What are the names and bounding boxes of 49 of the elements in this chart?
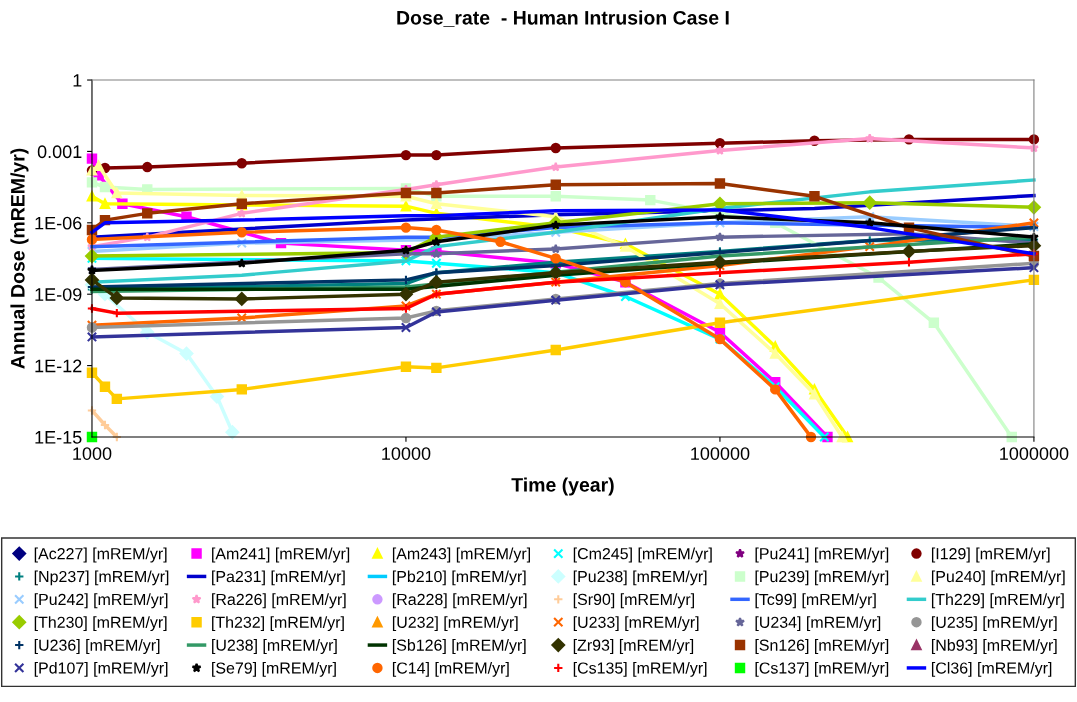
legend-label: [Pu239] [mREM/yr] [755, 570, 889, 586]
legend-label: [C14] [mREM/yr] [392, 661, 509, 677]
chart-title: Dose_rate - Human Intrusion Case I [397, 10, 729, 27]
legend-label: [U233] [mREM/yr] [573, 616, 699, 632]
x-tick-label: 1000000 [1000, 447, 1069, 460]
legend-label: [Zr93] [mREM/yr] [573, 639, 694, 654]
legend-label: [Tc99] [mREM/yr] [755, 593, 876, 609]
legend-label: [Sr90] [mREM/yr] [573, 593, 694, 609]
legend-label: [Cl36] [mREM/yr] [931, 661, 1052, 677]
y-tick-label: 1E-09 [35, 288, 82, 301]
legend-label: [Am243] [mREM/yr] [392, 547, 530, 563]
legend-label: [U236] [mREM/yr] [34, 639, 160, 654]
y-axis-title: Annual Dose (mREM/yr) [10, 148, 29, 369]
legend-label: [Pb210] [mREM/yr] [392, 570, 526, 586]
y-tick-label: 0.001 [37, 145, 82, 159]
legend-label: [Pa231] [mREM/yr] [212, 570, 345, 586]
y-tick-label: 1E-15 [35, 431, 82, 444]
y-tick-label: 1 [73, 74, 82, 87]
legend-label: [Th229] [mREM/yr] [931, 593, 1064, 609]
legend-label: [Th232] [mREM/yr] [212, 616, 344, 632]
legend-label: [I129] [mREM/yr] [931, 547, 1050, 563]
x-tick-label: 1000 [73, 447, 112, 460]
legend-label: [Se79] [mREM/yr] [212, 661, 336, 677]
x-tick-label: 10000 [382, 447, 431, 460]
legend-label: [Pu238] [mREM/yr] [573, 570, 707, 586]
legend-label: [U232] [mREM/yr] [392, 616, 518, 632]
legend-label: [Np237] [mREM/yr] [34, 570, 169, 586]
legend-label: [Ac227] [mREM/yr] [34, 547, 167, 563]
legend-label: [Ra226] [mREM/yr] [212, 593, 346, 609]
legend-label: [Cm245] [mREM/yr] [573, 547, 712, 563]
legend-label: [U235] [mREM/yr] [931, 616, 1057, 632]
y-tick-label: 1E-06 [35, 216, 82, 230]
x-tick-label: 100000 [691, 447, 750, 460]
legend-label: [Pd107] [mREM/yr] [34, 661, 168, 677]
legend-label: [Cs137] [mREM/yr] [755, 661, 889, 677]
legend-label: [Th230] [mREM/yr] [34, 616, 167, 632]
legend-label: [Nb93] [mREM/yr] [931, 639, 1057, 654]
y-tick-label: 1E-12 [35, 359, 82, 373]
legend-label: [U238] [mREM/yr] [212, 639, 337, 654]
legend-label: [Sn126] [mREM/yr] [755, 639, 889, 654]
legend-label: [Pu242] [mREM/yr] [34, 593, 168, 609]
legend-label: [Pu240] [mREM/yr] [931, 570, 1065, 586]
legend-label: [Am241] [mREM/yr] [212, 547, 350, 563]
legend-label: [Ra228] [mREM/yr] [392, 593, 527, 609]
legend-label: [Sb126] [mREM/yr] [392, 639, 526, 654]
x-axis-title: Time (year) [511, 477, 614, 496]
legend-label: [Cs135] [mREM/yr] [573, 661, 707, 677]
legend-label: [U234] [mREM/yr] [755, 616, 881, 632]
legend-label: [Pu241] [mREM/yr] [755, 547, 889, 563]
